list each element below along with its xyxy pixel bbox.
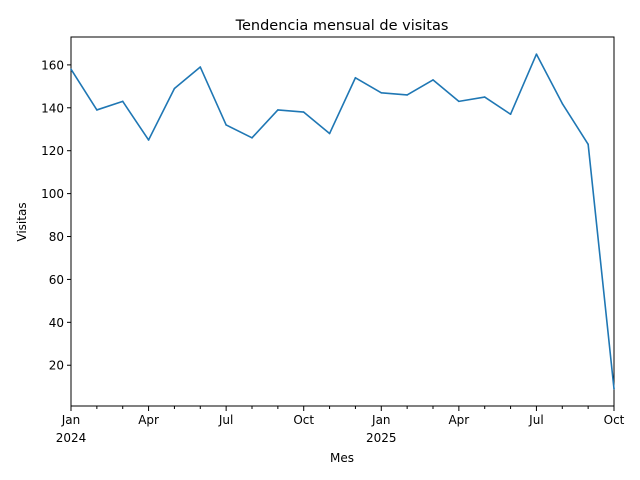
data-point [406,94,408,96]
data-point [96,109,98,111]
data-point [121,100,124,103]
x-tick-label: Jan [61,413,81,427]
data-point [173,87,176,90]
x-tick-year-label: 2024 [56,431,87,445]
data-point [199,66,202,68]
x-tick-label: Jan [371,413,391,427]
data-point [147,139,150,141]
data-point [458,100,460,103]
data-point [277,109,279,111]
y-tick-label: 40 [49,316,64,330]
data-point [613,388,615,390]
data-point [251,137,253,139]
data-point [587,143,589,146]
y-tick-label: 60 [49,273,64,287]
series-line-visitas [70,53,615,389]
y-axis-label: Visitas [15,202,29,241]
data-point [354,76,357,79]
y-axis: 20 40 60 80 100 120 140 160 [41,58,71,373]
plot-frame [70,36,615,407]
data-point [561,102,564,105]
data-point [483,96,486,98]
y-tick-label: 100 [41,187,64,201]
x-tick-label: Oct [604,413,625,427]
data-point [225,124,227,126]
chart-title: Tendencia mensual de visitas [235,18,449,34]
series-layer [70,53,615,390]
x-tick-year-label: 2025 [366,431,397,445]
data-point [380,91,383,94]
data-point [535,53,538,55]
y-tick-label: 20 [49,359,64,373]
x-tick-label: Apr [448,413,469,427]
data-point [432,79,434,81]
x-axis-label: Mes [330,451,354,465]
x-tick-label: Jul [218,413,233,427]
y-tick-label: 120 [41,144,64,158]
x-tick-label: Jul [528,413,543,427]
y-tick-label: 140 [41,101,64,115]
y-tick-label: 80 [49,230,64,244]
data-point [302,111,305,113]
data-point [509,113,512,116]
x-tick-label: Apr [138,413,159,427]
data-point [328,132,331,135]
x-tick-label: Oct [293,413,314,427]
x-axis: Jan 2024 Apr Jul Oct Jan 2025 Apr Jul Oct [56,406,625,445]
y-tick-label: 160 [41,58,64,72]
data-point [70,68,72,70]
plot-area [70,36,615,407]
